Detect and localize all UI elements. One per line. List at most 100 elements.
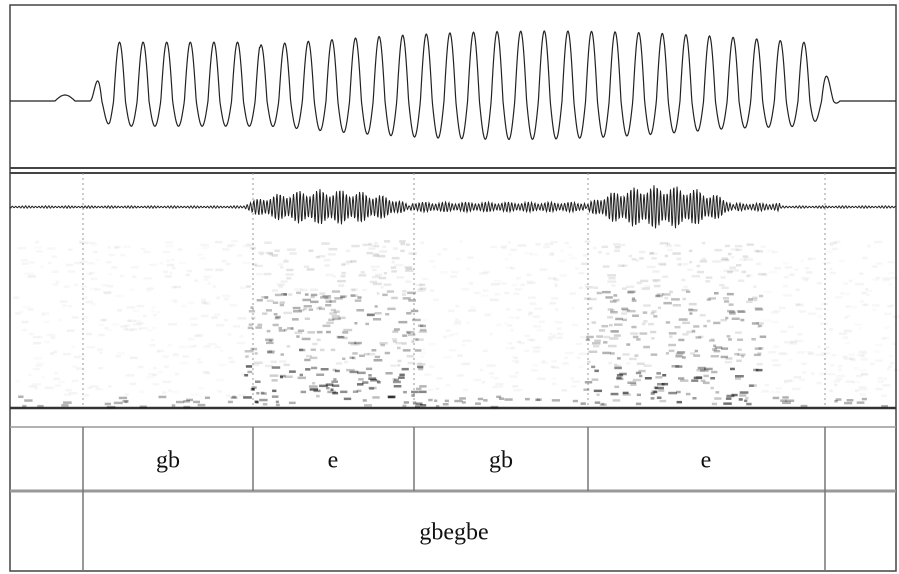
spectrogram-cell bbox=[383, 283, 392, 286]
spectrogram-cell bbox=[583, 388, 590, 391]
spectrogram-cell bbox=[415, 402, 423, 405]
spectrogram-cell bbox=[757, 325, 761, 328]
spectrogram-cell bbox=[203, 276, 211, 279]
spectrogram-cell bbox=[805, 271, 813, 274]
spectrogram-cell bbox=[725, 357, 733, 360]
spectrogram-cell bbox=[266, 299, 274, 303]
spectrogram-cell bbox=[450, 275, 457, 278]
spectrogram-cell bbox=[306, 354, 312, 358]
spectrogram-cell bbox=[749, 384, 757, 387]
spectrogram-cell bbox=[638, 369, 646, 373]
spectrogram-cell bbox=[834, 400, 838, 403]
spectrogram-cell bbox=[730, 256, 735, 259]
spectrogram-cell bbox=[610, 352, 615, 355]
spectrogram-cell bbox=[475, 402, 481, 405]
spectrogram-cell bbox=[149, 264, 157, 267]
spectrogram-cell bbox=[625, 362, 631, 365]
spectrogram-cell bbox=[772, 321, 779, 324]
spectrogram-cell bbox=[841, 293, 850, 296]
spectrogram-cell bbox=[278, 285, 283, 288]
spectrogram-cell bbox=[217, 390, 222, 393]
spectrogram-cell bbox=[609, 300, 617, 303]
spectrogram-cell bbox=[572, 324, 578, 327]
spectrogram-cell bbox=[262, 312, 268, 315]
spectrogram-cell bbox=[883, 279, 890, 282]
spectrogram-cell bbox=[312, 342, 318, 346]
spectrogram-cell bbox=[608, 277, 616, 280]
spectrogram-cell bbox=[608, 344, 617, 348]
spectrogram-cell bbox=[268, 253, 273, 256]
spectrogram-cell bbox=[376, 255, 386, 258]
spectrogram-cell bbox=[449, 349, 456, 352]
spectrogram-cell bbox=[111, 266, 118, 269]
spectrogram-cell bbox=[671, 365, 680, 368]
spectrogram-cell bbox=[418, 367, 424, 371]
spectrogram-cell bbox=[508, 316, 514, 319]
spectrogram-cell bbox=[576, 343, 583, 346]
spectrogram-cell bbox=[668, 391, 677, 395]
spectrogram-cell bbox=[799, 310, 806, 313]
spectrogram-cell bbox=[759, 294, 764, 298]
spectrogram-cell bbox=[838, 332, 847, 335]
spectrogram-cell bbox=[676, 257, 682, 261]
spectrogram-cell bbox=[322, 295, 331, 298]
spectrogram-cell bbox=[652, 270, 660, 273]
spectrogram-cell bbox=[221, 260, 227, 263]
spectrogram-cell bbox=[396, 276, 405, 279]
spectrogram-cell bbox=[682, 321, 690, 325]
spectrogram-cell bbox=[280, 375, 284, 379]
spectrogram-cell bbox=[502, 247, 507, 250]
spectrogram-cell bbox=[113, 401, 123, 405]
spectrogram-cell bbox=[276, 283, 285, 286]
spectrogram-cell bbox=[397, 359, 402, 363]
spectrogram-cell bbox=[262, 403, 268, 406]
spectrogram-cell bbox=[345, 249, 351, 253]
spectrogram-cell bbox=[511, 329, 514, 332]
spectrogram-cell bbox=[622, 308, 630, 312]
spectrogram-cell bbox=[283, 311, 292, 315]
spectrogram-cell bbox=[856, 374, 863, 378]
spectrogram-cell bbox=[702, 381, 710, 385]
spectrogram-cell bbox=[152, 327, 157, 330]
spectrogram-cell bbox=[627, 381, 637, 384]
spectrogram-cell bbox=[682, 356, 686, 359]
spectrogram-cell bbox=[362, 381, 369, 384]
spectrogram-cell bbox=[890, 361, 895, 365]
spectrogram-cell bbox=[699, 314, 706, 317]
spectrogram-cell bbox=[237, 317, 247, 320]
spectrogram-cell bbox=[368, 374, 372, 377]
spectrogram-cell bbox=[115, 355, 121, 358]
spectrogram-cell bbox=[842, 336, 848, 339]
spectrogram-cell bbox=[358, 274, 367, 277]
spectrogram-cell bbox=[162, 391, 167, 394]
spectrogram-cell bbox=[24, 273, 33, 276]
spectrogram-cell bbox=[104, 402, 111, 406]
spectrogram-cell bbox=[755, 308, 764, 311]
spectrogram-cell bbox=[466, 268, 471, 271]
spectrogram-cell bbox=[22, 404, 27, 408]
spectrogram-cell bbox=[639, 374, 643, 378]
spectrogram-cell bbox=[398, 320, 408, 324]
spectrogram-cell bbox=[617, 264, 625, 267]
spectrogram-cell bbox=[299, 373, 303, 377]
spectrogram-cell bbox=[849, 357, 855, 360]
spectrogram-cell bbox=[859, 393, 865, 396]
spectrogram-cell bbox=[744, 399, 748, 403]
spectrogram-cell bbox=[374, 355, 381, 359]
spectrogram-cell bbox=[446, 329, 451, 332]
spectrogram-cell bbox=[297, 329, 305, 332]
spectrogram-cell bbox=[399, 373, 405, 377]
spectrogram-cell bbox=[698, 335, 704, 339]
spectrogram-cell bbox=[710, 355, 719, 358]
spectrogram-cell bbox=[579, 335, 589, 339]
spectrogram-cell bbox=[632, 335, 639, 339]
spectrogram-cell bbox=[115, 295, 124, 298]
spectrogram-cell bbox=[352, 356, 356, 360]
spectrogram-cell bbox=[337, 336, 344, 339]
spectrogram-cell bbox=[204, 278, 209, 281]
spectrogram-cell bbox=[98, 366, 103, 370]
spectrogram-cell bbox=[360, 271, 365, 274]
spectrogram-cell bbox=[392, 340, 397, 343]
spectrogram-cell bbox=[242, 262, 251, 265]
spectrogram-cell bbox=[415, 338, 419, 341]
